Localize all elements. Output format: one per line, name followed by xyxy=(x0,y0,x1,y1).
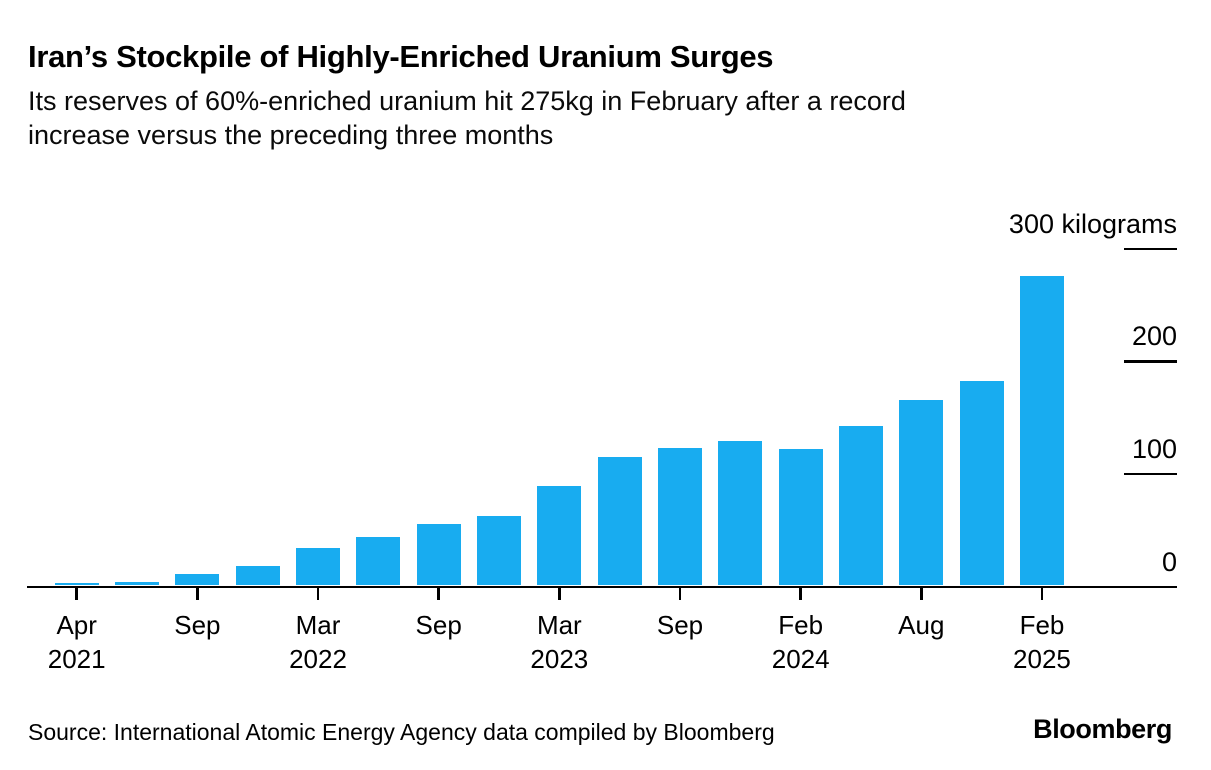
bar xyxy=(115,582,160,586)
x-axis-label: Apr 2021 xyxy=(47,610,106,674)
y-axis-label: 0 xyxy=(1161,546,1177,577)
x-axis-label: Sep xyxy=(174,610,221,640)
bar xyxy=(838,425,883,586)
bar xyxy=(175,574,220,586)
bar xyxy=(959,380,1004,586)
y-axis-label: 300 kilograms xyxy=(1008,208,1177,239)
x-axis-tick xyxy=(920,588,923,600)
chart-subtitle: Its reserves of 60%-enriched uranium hit… xyxy=(28,84,906,152)
x-axis-baseline xyxy=(27,585,1177,588)
bar xyxy=(537,486,582,586)
chart-title: Iran’s Stockpile of Highly-Enriched Uran… xyxy=(28,39,774,74)
bar xyxy=(597,457,642,586)
x-axis-label: Mar 2022 xyxy=(289,610,347,674)
x-axis-label: Feb 2024 xyxy=(771,610,830,674)
source-note: Source: International Atomic Energy Agen… xyxy=(28,719,775,745)
y-axis-label: 100 xyxy=(1131,433,1177,464)
x-axis-label: Aug xyxy=(898,610,945,640)
bar xyxy=(356,537,401,586)
bar xyxy=(899,399,944,586)
y-axis-tick-dash xyxy=(1124,472,1177,476)
x-axis-tick xyxy=(437,588,440,600)
x-axis-tick xyxy=(75,588,78,600)
y-axis-tick-dash xyxy=(1124,247,1177,251)
x-axis-tick xyxy=(558,588,561,600)
x-axis-tick xyxy=(196,588,199,600)
x-axis-tick xyxy=(316,588,320,600)
bloomberg-logo: Bloomberg xyxy=(1033,714,1172,744)
bar xyxy=(718,441,763,586)
bar xyxy=(235,566,280,586)
bar xyxy=(54,583,99,586)
chart-subtitle-line-2: increase versus the preceding three mont… xyxy=(28,120,554,150)
y-axis-label: 200 xyxy=(1131,321,1177,352)
x-axis-label: Sep xyxy=(415,610,462,640)
bar xyxy=(1019,275,1064,586)
chart-subtitle-line-1: Its reserves of 60%-enriched uranium hit… xyxy=(28,86,906,116)
bar xyxy=(658,448,702,586)
x-axis-label: Feb 2025 xyxy=(1013,610,1071,674)
bar xyxy=(416,523,461,586)
bar xyxy=(296,548,341,586)
bar xyxy=(477,515,521,586)
x-axis-label: Sep xyxy=(656,610,704,640)
x-axis-tick xyxy=(1040,588,1044,600)
bar xyxy=(778,449,823,586)
x-axis-tick xyxy=(678,588,682,600)
x-axis-tick xyxy=(799,588,802,600)
x-axis-label: Mar 2023 xyxy=(530,610,589,674)
y-axis-tick-dash xyxy=(1124,360,1177,363)
